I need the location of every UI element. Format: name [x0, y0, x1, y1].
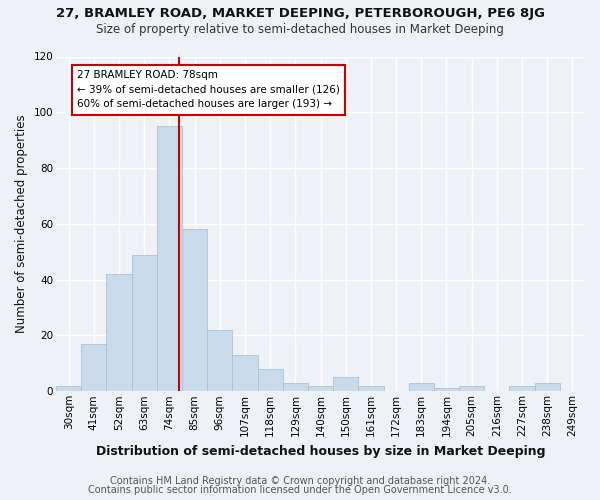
Bar [535, 383, 560, 392]
Bar [56, 386, 81, 392]
Bar [308, 386, 333, 392]
Text: Size of property relative to semi-detached houses in Market Deeping: Size of property relative to semi-detach… [96, 22, 504, 36]
Bar [358, 386, 383, 392]
Bar [509, 386, 535, 392]
Bar [81, 344, 106, 392]
Y-axis label: Number of semi-detached properties: Number of semi-detached properties [15, 114, 28, 333]
Text: Contains public sector information licensed under the Open Government Licence v3: Contains public sector information licen… [88, 485, 512, 495]
Bar [459, 386, 484, 392]
Bar [131, 254, 157, 392]
Bar [232, 355, 257, 392]
X-axis label: Distribution of semi-detached houses by size in Market Deeping: Distribution of semi-detached houses by … [96, 444, 545, 458]
Bar [106, 274, 131, 392]
Bar [157, 126, 182, 392]
Text: 27 BRAMLEY ROAD: 78sqm
← 39% of semi-detached houses are smaller (126)
60% of se: 27 BRAMLEY ROAD: 78sqm ← 39% of semi-det… [77, 70, 340, 110]
Text: 27, BRAMLEY ROAD, MARKET DEEPING, PETERBOROUGH, PE6 8JG: 27, BRAMLEY ROAD, MARKET DEEPING, PETERB… [56, 8, 545, 20]
Bar [333, 378, 358, 392]
Bar [283, 383, 308, 392]
Text: Contains HM Land Registry data © Crown copyright and database right 2024.: Contains HM Land Registry data © Crown c… [110, 476, 490, 486]
Bar [182, 230, 207, 392]
Bar [434, 388, 459, 392]
Bar [257, 369, 283, 392]
Bar [207, 330, 232, 392]
Bar [409, 383, 434, 392]
